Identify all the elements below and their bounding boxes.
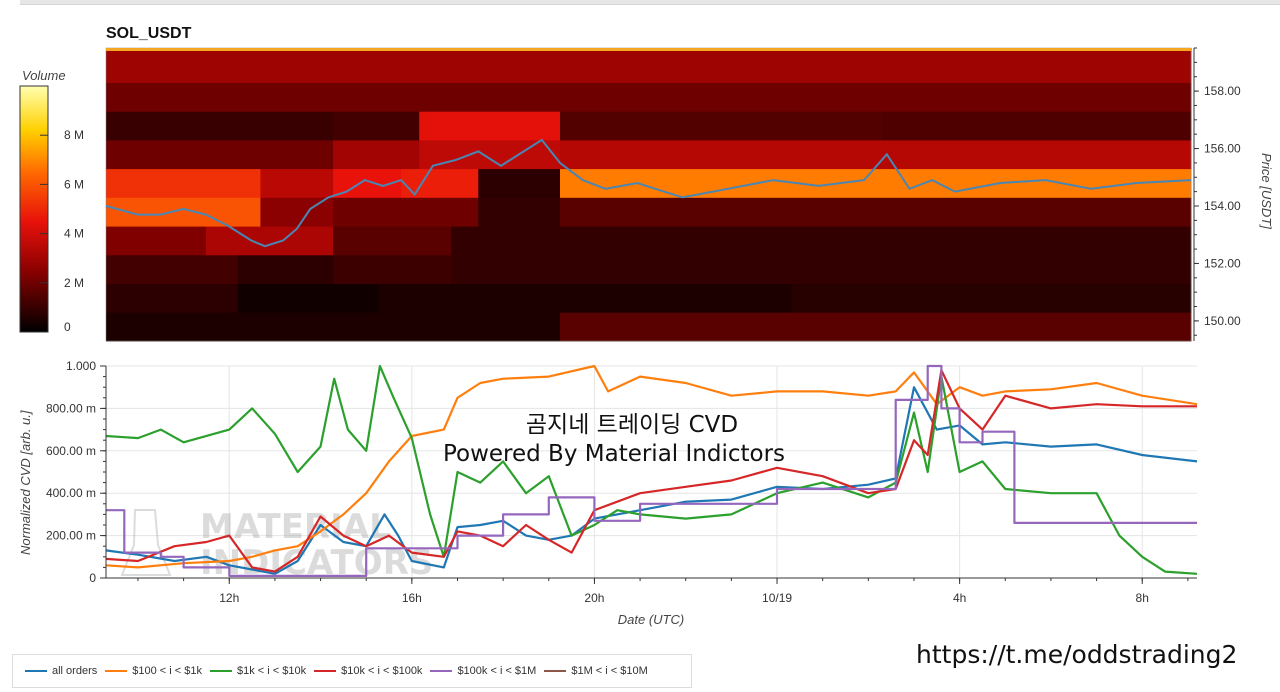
heatmap-cell <box>106 283 239 313</box>
colorbar-tick-label: 8 M <box>64 128 84 142</box>
colorbar-tick-label: 6 M <box>64 177 84 191</box>
price-tick-label: 156.00 <box>1204 142 1241 156</box>
legend-swatch <box>544 670 567 672</box>
heatmap-cells <box>106 48 1192 342</box>
heatmap-top-band <box>106 48 1191 51</box>
flask-logo-icon <box>120 509 172 576</box>
legend-label: all orders <box>52 665 98 677</box>
heatmap-cell <box>333 226 452 256</box>
legend-swatch <box>209 670 232 672</box>
heatmap-cell <box>478 168 561 198</box>
cvd-y-tick-label: 400.00 m <box>46 486 96 500</box>
heatmap-cell <box>560 197 1192 227</box>
heatmap-cell <box>106 111 334 141</box>
cvd-axes: 0 200.00 m 400.00 m 600.00 m 800.00 m 1.000 12… <box>46 359 1197 605</box>
legend-label: $1k < i < $10k <box>236 665 307 677</box>
cvd-watermark-line-2: Powered By Material Indictors <box>443 441 785 467</box>
top-toolbar-strip <box>20 0 1280 5</box>
legend-label: $100k < i < $1M <box>457 665 537 677</box>
heatmap-cell <box>106 312 561 342</box>
heatmap-cell <box>260 168 334 198</box>
cvd-series-line-10k-i-100k <box>105 369 1197 573</box>
colorbar-tick-label: 2 M <box>64 276 84 290</box>
cvd-series-line-100k-i-1m <box>106 364 1197 577</box>
price-line-layer <box>105 138 1192 248</box>
colorbar-tick-label: 0 <box>64 320 71 334</box>
cvd-x-tick-label: 10/19 <box>762 591 792 605</box>
colorbar-tick-label: 4 M <box>64 227 84 241</box>
cvd-x-tick-label: 12h <box>219 591 239 605</box>
heatmap-cell <box>106 254 239 284</box>
cvd-x-tick-label: 16h <box>402 591 422 605</box>
cvd-x-tick-label: 8h <box>1136 591 1149 605</box>
colorbar-gradient <box>19 85 49 333</box>
heatmap-cell <box>333 111 420 141</box>
heatmap-cell <box>478 197 561 227</box>
legend-swatch <box>105 670 128 672</box>
legend-item[interactable]: $10k < i < $100k <box>314 665 422 677</box>
cvd-watermark-line-1: 곰지네 트레이딩 CVD <box>526 412 738 438</box>
cvd-y-tick-label: 0 <box>89 571 96 585</box>
heatmap-cell <box>333 139 420 170</box>
price-line <box>105 138 1192 248</box>
heatmap-cell <box>237 283 379 313</box>
cvd-y-tick-label: 600.00 m <box>46 444 96 458</box>
cvd-x-axis-label: Date (UTC) <box>618 612 684 627</box>
cvd-series-line-1k-i-10k <box>105 364 1198 575</box>
heatmap-cell <box>237 254 334 284</box>
heatmap-cell <box>106 82 1192 112</box>
heatmap-cell <box>333 197 479 227</box>
heatmap-cell <box>106 168 261 198</box>
cvd-y-tick-label: 200.00 m <box>46 529 96 543</box>
price-axis: 150.00 152.00 154.00 156.00 158.00 <box>1193 47 1241 341</box>
heatmap-cell <box>560 111 883 141</box>
heatmap-cell <box>419 111 561 141</box>
price-tick-label: 150.00 <box>1204 314 1241 328</box>
heatmap-cell <box>205 226 334 256</box>
legend-label: $1M < i < $10M <box>571 665 648 677</box>
legend-item[interactable]: $100k < i < $1M <box>430 665 536 677</box>
heatmap-cell <box>791 283 1192 313</box>
legend-item[interactable]: $100 < i < $1k <box>105 665 202 677</box>
cvd-legend: all orders $100 < i < $1k $1k < i < $10k $1… <box>12 654 692 688</box>
colorbar: Volume 0 2 M 4 M 6 M 8 M <box>19 68 84 334</box>
heatmap-cell <box>106 139 334 170</box>
cvd-y-axis-label: Normalized CVD [arb. u.] <box>18 410 33 555</box>
heatmap-title: SOL_USDT <box>106 25 192 42</box>
heatmap-cell <box>451 254 1192 284</box>
cvd-series-line-100-i-1k <box>105 364 1198 569</box>
legend-item[interactable]: $1M < i < $10M <box>544 665 648 677</box>
price-axis-label: Price [USDT] <box>1259 153 1274 229</box>
heatmap-cell <box>333 254 452 284</box>
legend-item[interactable]: all orders <box>25 665 97 677</box>
heatmap-cell <box>451 226 1192 256</box>
cvd-series-layer <box>105 364 1198 577</box>
cvd-y-tick-label: 800.00 m <box>46 401 96 415</box>
logo-watermark-line-1: MATERIAL <box>200 507 391 547</box>
price-tick-label: 154.00 <box>1204 199 1241 213</box>
colorbar-label: Volume <box>22 68 66 83</box>
legend-label: $100 < i < $1k <box>132 665 202 677</box>
legend-label: $10k < i < $100k <box>341 665 423 677</box>
heatmap-cell <box>560 139 1192 170</box>
legend-swatch <box>314 670 337 672</box>
legend-swatch <box>430 670 453 672</box>
cvd-series-line-all-orders <box>105 386 1198 575</box>
cvd-y-tick-label: 1.000 <box>66 359 96 373</box>
cvd-x-tick-label: 4h <box>953 591 966 605</box>
telegram-url: https://t.me/oddstrading2 <box>916 640 1238 669</box>
heatmap-cell <box>378 283 792 313</box>
heatmap-cell <box>560 312 1192 342</box>
legend-item[interactable]: $1k < i < $10k <box>209 665 307 677</box>
heatmap-cell <box>560 168 1192 198</box>
cvd-x-tick-label: 20h <box>584 591 604 605</box>
price-tick-label: 152.00 <box>1204 256 1241 270</box>
legend-swatch <box>25 670 47 672</box>
price-tick-label: 158.00 <box>1204 84 1241 98</box>
heatmap-cell <box>882 111 1192 141</box>
heatmap-cell <box>106 226 207 256</box>
heatmap-cell <box>106 48 1192 83</box>
